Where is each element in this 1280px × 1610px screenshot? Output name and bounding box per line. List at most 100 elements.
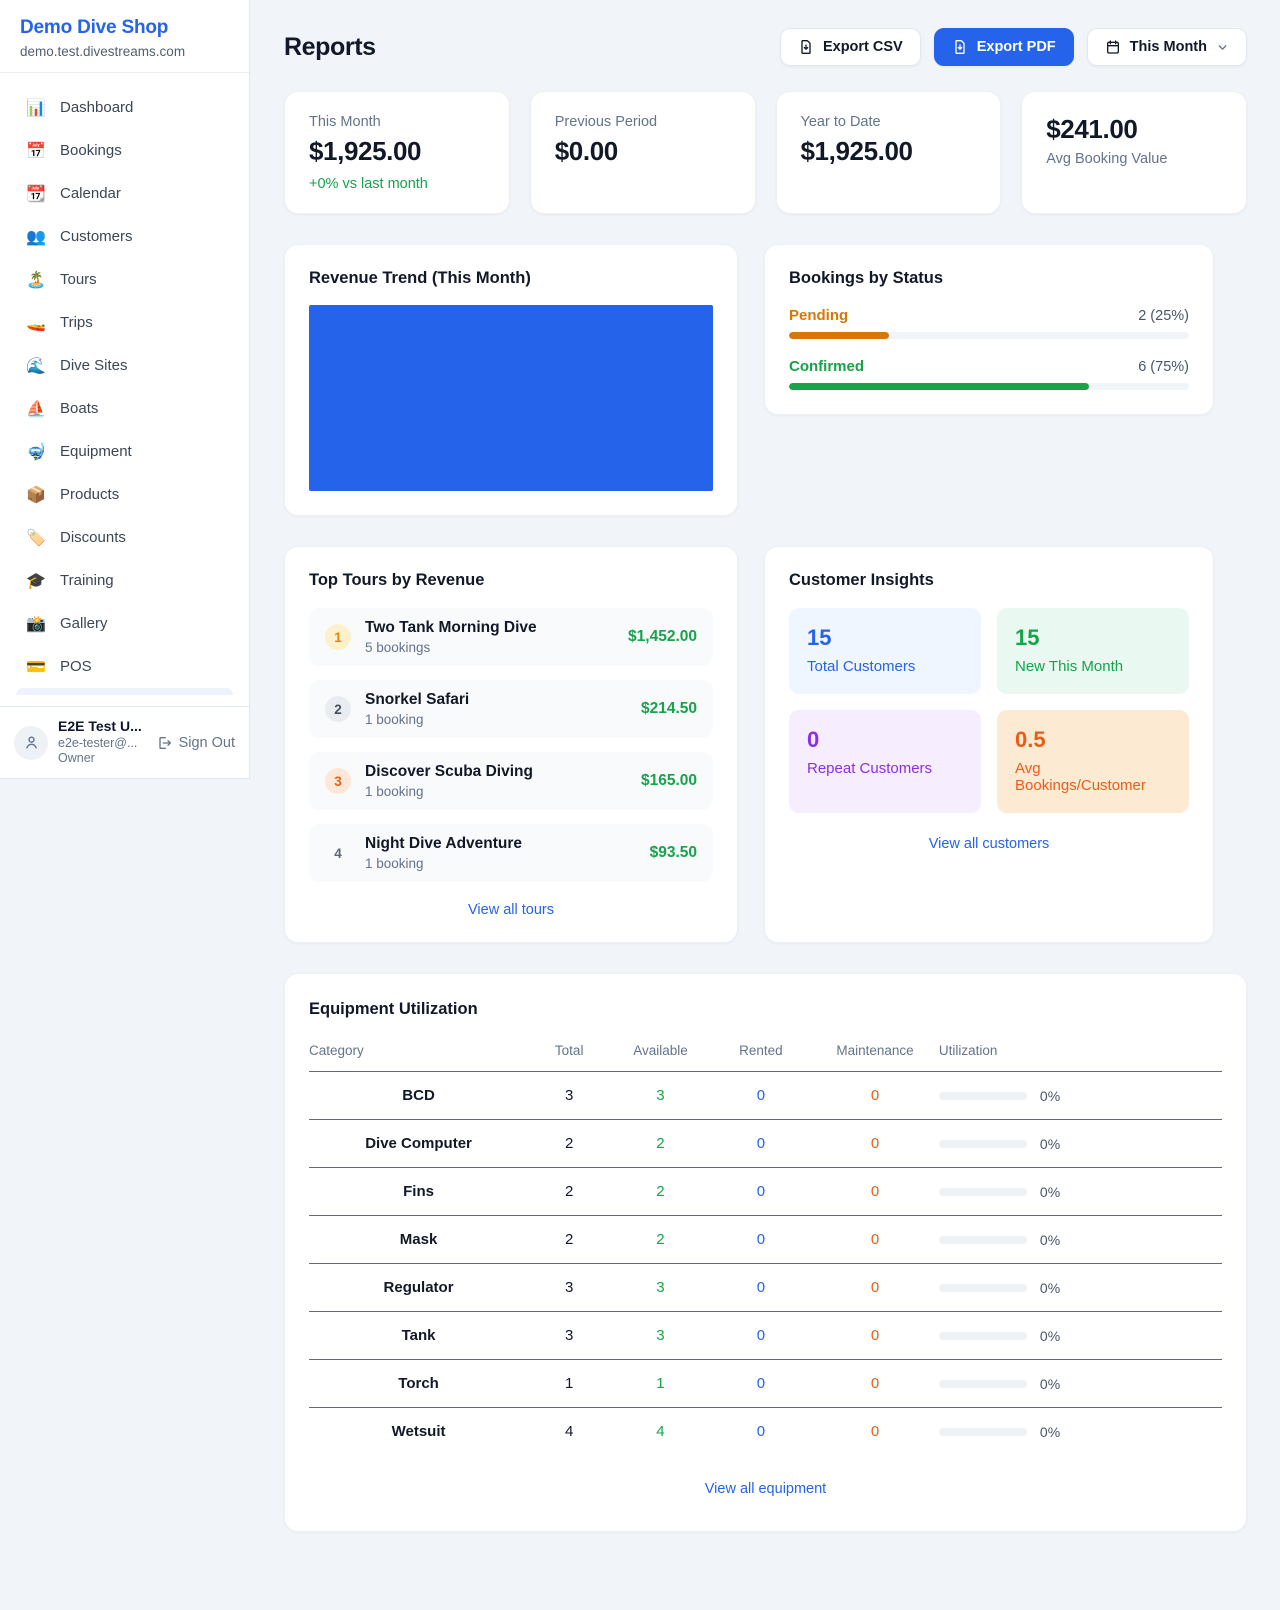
cell-rented: 0 (710, 1263, 812, 1312)
cell-utilization: 0% (938, 1119, 1222, 1168)
discounts-icon: 🏷️ (26, 529, 46, 547)
equipment-table-header: Category Total Available Rented Maintena… (309, 1035, 1222, 1072)
tile-new-this-month: 15 New This Month (997, 608, 1189, 694)
utilization-percent: 0% (1039, 1087, 1061, 1104)
status-pending-track (789, 332, 1189, 339)
export-csv-button[interactable]: Export CSV (779, 28, 921, 66)
export-pdf-button[interactable]: Export PDF (933, 28, 1074, 66)
utilization-bar (938, 1235, 1027, 1244)
tile-label: Avg Bookings/Customer (1015, 760, 1146, 794)
cell-maintenance: 0 (811, 1359, 939, 1408)
charts-row: Revenue Trend (This Month) Bookings by S… (284, 244, 1247, 516)
stat-value: $241.00 (1046, 114, 1138, 144)
cell-maintenance: 0 (811, 1167, 939, 1216)
view-all-customers-link[interactable]: View all customers (928, 836, 1050, 852)
dive-sites-icon: 🌊 (26, 357, 46, 375)
stat-label: This Month (309, 114, 381, 130)
revenue-trend-title: Revenue Trend (This Month) (309, 269, 531, 287)
tile-total-customers: 15 Total Customers (789, 608, 981, 694)
cell-maintenance: 0 (811, 1215, 939, 1264)
sign-out-label: Sign Out (178, 734, 235, 751)
utilization-bar (938, 1187, 1027, 1196)
customer-insights-card: Customer Insights 15 Total Customers 15 … (764, 546, 1214, 943)
rank-badge: 2 (325, 696, 351, 722)
cell-total: 3 (528, 1311, 611, 1360)
table-row: BCD 3 3 0 0 0% (309, 1071, 1222, 1120)
sidebar-header: Demo Dive Shop demo.test.divestreams.com (0, 0, 249, 73)
period-select[interactable]: This Month (1086, 28, 1247, 66)
cell-total: 1 (528, 1359, 611, 1408)
sidebar-item-label: Dive Sites (60, 357, 128, 374)
cell-total: 2 (528, 1215, 611, 1264)
sidebar-item-gallery[interactable]: 📸 Gallery (12, 602, 237, 645)
col-available: Available (610, 1035, 711, 1072)
cell-available: 1 (610, 1359, 711, 1408)
sidebar-item-customers[interactable]: 👥 Customers (12, 215, 237, 258)
tour-revenue: $93.50 (649, 844, 697, 861)
sidebar-item-products[interactable]: 📦 Products (12, 473, 237, 516)
col-total: Total (528, 1035, 611, 1072)
status-confirmed-count: 6 (75%) (1138, 359, 1189, 375)
tours-icon: 🏝️ (26, 271, 46, 289)
cell-rented: 0 (710, 1359, 812, 1408)
sidebar-item-discounts[interactable]: 🏷️ Discounts (12, 516, 237, 559)
sidebar-item-label: Discounts (60, 529, 126, 546)
equipment-utilization-card: Equipment Utilization Category Total Ava… (284, 973, 1247, 1532)
user-info: E2E Test U... e2e-tester@... Owner (58, 718, 142, 767)
bookings-by-status-card: Bookings by Status Pending 2 (25%) Confi… (764, 244, 1214, 415)
page-header: Reports Export CSV Export PDF This Month (284, 28, 1247, 66)
cell-utilization: 0% (938, 1263, 1222, 1312)
cell-rented: 0 (710, 1119, 812, 1168)
sidebar-item-boats[interactable]: ⛵ Boats (12, 387, 237, 430)
stat-card-year-to-date: Year to Date $1,925.00 (775, 91, 1002, 214)
page-title: Reports (284, 32, 376, 61)
col-maintenance: Maintenance (811, 1035, 939, 1072)
export-csv-label: Export CSV (822, 39, 903, 55)
sidebar-item-label: Training (60, 572, 114, 589)
view-all-tours-link[interactable]: View all tours (468, 902, 554, 918)
utilization-percent: 0% (1039, 1231, 1061, 1248)
cell-category: Dive Computer (309, 1119, 529, 1168)
sidebar-item-reports-active-partial[interactable] (16, 688, 233, 695)
sidebar-item-training[interactable]: 🎓 Training (12, 559, 237, 602)
stat-value: $0.00 (554, 136, 618, 166)
sidebar-item-dive-sites[interactable]: 🌊 Dive Sites (12, 344, 237, 387)
tile-value: 15 (1015, 625, 1040, 650)
view-all-equipment-link[interactable]: View all equipment (704, 1481, 827, 1497)
sign-out-button[interactable]: Sign Out (156, 735, 235, 751)
calendar-icon: 📆 (26, 185, 46, 203)
sidebar-user-panel: E2E Test U... e2e-tester@... Owner Sign … (0, 706, 249, 778)
status-pending-label: Pending (789, 307, 849, 324)
status-confirmed-label: Confirmed (789, 358, 864, 375)
cell-available: 3 (610, 1311, 711, 1360)
tour-list: 1 Two Tank Morning Dive 5 bookings $1,45… (309, 608, 713, 882)
sidebar-item-calendar[interactable]: 📆 Calendar (12, 172, 237, 215)
status-confirmed-track (789, 383, 1189, 390)
sidebar-item-label: POS (60, 658, 92, 675)
chevron-down-icon (1218, 44, 1227, 50)
sidebar-item-pos[interactable]: 💳 POS (12, 645, 237, 688)
cell-available: 2 (610, 1119, 711, 1168)
tour-revenue: $165.00 (640, 772, 697, 789)
tile-avg-bookings-per-customer: 0.5 Avg Bookings/Customer (997, 710, 1189, 813)
user-role: Owner (58, 751, 95, 766)
cell-category: Wetsuit (391, 1423, 446, 1440)
sidebar-item-dashboard[interactable]: 📊 Dashboard (12, 86, 237, 129)
sidebar-item-label: Dashboard (60, 99, 134, 116)
sidebar-item-equipment[interactable]: 🤿 Equipment (12, 430, 237, 473)
sidebar-item-tours[interactable]: 🏝️ Tours (12, 258, 237, 301)
sidebar-item-label: Boats (60, 400, 99, 417)
cell-available: 4 (656, 1423, 665, 1440)
cell-available: 2 (610, 1215, 711, 1264)
tour-row: 2 Snorkel Safari 1 booking $214.50 (309, 680, 713, 738)
equipment-table: Category Total Available Rented Maintena… (309, 1035, 1222, 1455)
stat-card-this-month: This Month $1,925.00 +0% vs last month (284, 91, 510, 214)
stat-card-previous-period: Previous Period $0.00 (529, 91, 756, 214)
sidebar-item-label: Calendar (60, 185, 121, 202)
products-icon: 📦 (26, 486, 46, 504)
sidebar-item-label: Products (60, 486, 120, 503)
sidebar-item-trips[interactable]: 🚤 Trips (12, 301, 237, 344)
calendar-icon (1106, 40, 1119, 54)
tour-bookings: 5 bookings (365, 640, 431, 655)
sidebar-item-bookings[interactable]: 📅 Bookings (12, 129, 237, 172)
